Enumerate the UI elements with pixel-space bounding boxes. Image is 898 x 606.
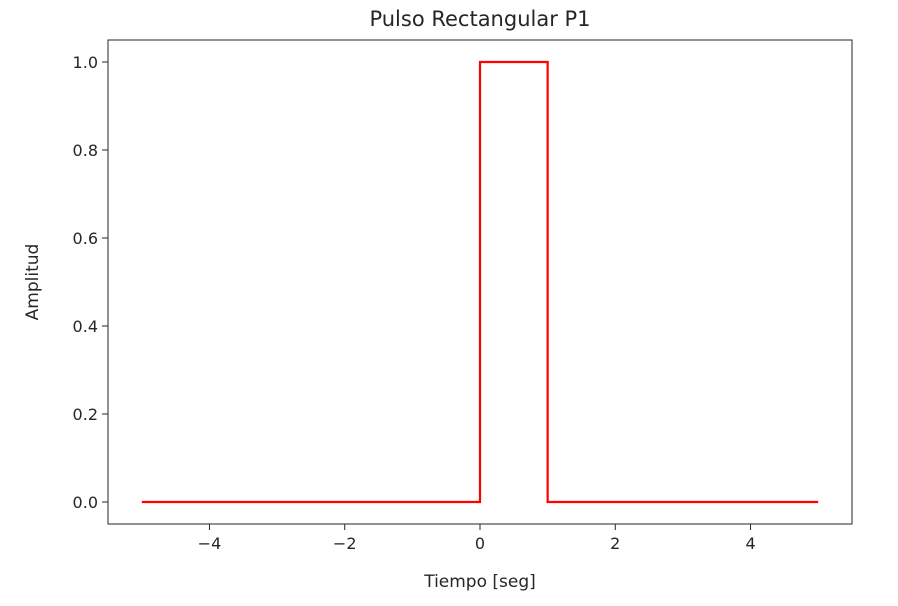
series-line-0 <box>141 60 819 504</box>
x-tick-label: 0 <box>475 534 485 553</box>
x-tick-label: −2 <box>333 534 357 553</box>
x-tick-label: 2 <box>610 534 620 553</box>
x-tick-label: 4 <box>745 534 755 553</box>
y-tick-label: 0.8 <box>73 141 98 160</box>
x-axis: −4 −2 0 2 4 <box>198 524 756 553</box>
x-axis-label: Tiempo [seg] <box>423 572 536 592</box>
y-tick-label: 0.2 <box>73 405 98 424</box>
series-layer <box>141 60 819 504</box>
y-tick-label: 1.0 <box>73 53 98 72</box>
y-tick-label: 0.6 <box>73 229 98 248</box>
y-axis: 0.0 0.2 0.4 0.6 0.8 1.0 <box>73 53 108 512</box>
chart-title: Pulso Rectangular P1 <box>369 7 590 31</box>
x-tick-label: −4 <box>198 534 222 553</box>
y-tick-label: 0.0 <box>73 493 98 512</box>
y-tick-label: 0.4 <box>73 317 98 336</box>
y-axis-label: Amplitud <box>23 244 43 321</box>
